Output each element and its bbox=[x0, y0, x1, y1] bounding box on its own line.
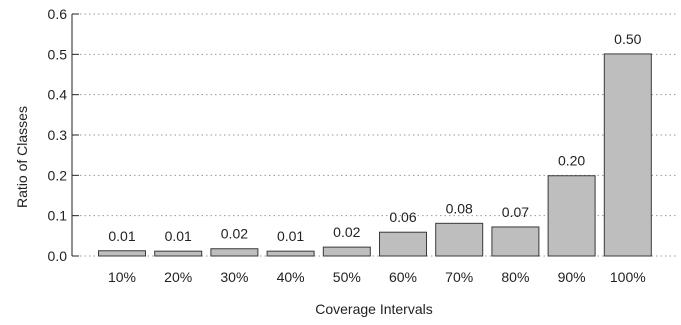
y-tick-label: 0.2 bbox=[48, 167, 68, 183]
x-category-label: 90% bbox=[558, 269, 586, 285]
y-tick-label: 0.3 bbox=[48, 127, 68, 143]
grid-layer bbox=[80, 13, 676, 257]
x-category-label: 40% bbox=[277, 269, 305, 285]
bar-value-labels: 0.01 0.01 0.02 0.01 0.02 0.06 0.08 0.07 0.20 0.50 bbox=[108, 31, 641, 244]
bar-60pct bbox=[379, 231, 427, 257]
bar-value-label: 0.01 bbox=[108, 228, 135, 244]
bar-70pct bbox=[435, 222, 484, 257]
x-category-label: 20% bbox=[164, 269, 192, 285]
x-category-label: 70% bbox=[445, 269, 473, 285]
x-category-label: 10% bbox=[108, 269, 136, 285]
bar-80pct bbox=[491, 226, 540, 257]
bar-value-label: 0.01 bbox=[277, 228, 304, 244]
x-category-label: 100% bbox=[610, 269, 646, 285]
bar-value-label: 0.07 bbox=[502, 204, 529, 220]
y-tick-label: 0.6 bbox=[48, 6, 68, 22]
bar-value-label: 0.02 bbox=[333, 224, 360, 240]
x-category-label: 60% bbox=[389, 269, 417, 285]
bar-value-label: 0.06 bbox=[389, 209, 416, 225]
bar-value-label: 0.50 bbox=[614, 31, 641, 47]
bars bbox=[98, 53, 652, 257]
bar-30pct bbox=[210, 248, 259, 257]
y-axis-ticks: 0.0 0.1 0.2 0.3 0.4 0.5 0.6 bbox=[48, 6, 79, 264]
x-category-label: 30% bbox=[220, 269, 248, 285]
x-category-label: 80% bbox=[501, 269, 529, 285]
x-axis-title: Coverage Intervals bbox=[315, 301, 433, 317]
bar-value-label: 0.02 bbox=[221, 226, 248, 242]
x-axis-categories: 10% 20% 30% 40% 50% 60% 70% 80% 90% 100% bbox=[108, 269, 646, 285]
bar-40pct bbox=[266, 250, 315, 257]
y-tick-label: 0.5 bbox=[48, 46, 68, 62]
bar-value-label: 0.08 bbox=[446, 200, 473, 216]
bar-50pct bbox=[322, 246, 371, 257]
y-tick-label: 0.4 bbox=[48, 87, 68, 103]
bar-value-label: 0.20 bbox=[558, 153, 585, 169]
x-category-label: 50% bbox=[333, 269, 361, 285]
bar-100pct bbox=[603, 53, 652, 257]
y-tick-label: 0.1 bbox=[48, 208, 68, 224]
y-axis-title: Ratio of Classes bbox=[14, 106, 30, 208]
bar-value-label: 0.01 bbox=[165, 228, 192, 244]
y-tick-label: 0.0 bbox=[48, 248, 68, 264]
bar-90pct bbox=[547, 175, 596, 257]
bar-20pct bbox=[154, 250, 203, 257]
bar-10pct bbox=[98, 250, 146, 257]
